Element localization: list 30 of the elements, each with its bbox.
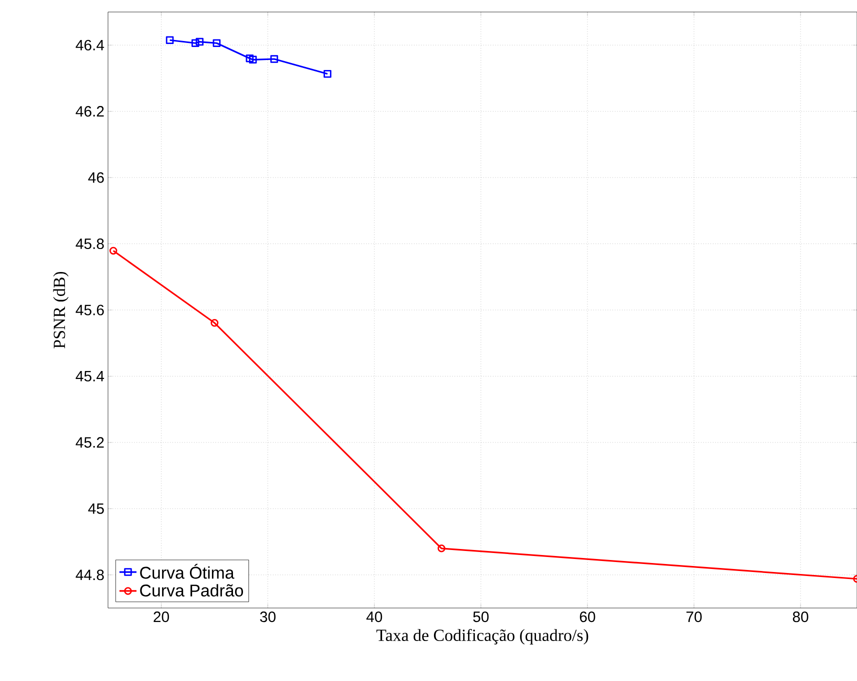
y-tick-label: 45.2 [76, 437, 104, 448]
x-tick-label: 80 [792, 612, 808, 622]
point [196, 38, 204, 46]
point [270, 55, 278, 63]
legend-label: Curva Padrão [140, 584, 244, 597]
point [212, 39, 221, 48]
y-tick-label: 45.4 [76, 371, 104, 382]
x-tick-label: 40 [366, 612, 382, 622]
y-axis-title: PSNR (dB) [53, 272, 69, 348]
y-tick-label: 45.8 [76, 238, 104, 250]
x-tick-label: 30 [260, 612, 276, 622]
y-tick-label: 46 [88, 172, 104, 183]
point [210, 319, 218, 327]
x-tick-label: 50 [473, 612, 489, 622]
y-tick-label: 46.2 [76, 106, 104, 117]
point [438, 544, 446, 552]
x-tick-label: 60 [580, 612, 596, 622]
y-tick-label: 45.6 [76, 304, 104, 316]
point [246, 54, 254, 62]
y-tick-label: 44.8 [76, 570, 104, 580]
y-tick-label: 45 [88, 503, 104, 514]
x-tick-label: 20 [154, 612, 169, 622]
point [166, 36, 174, 44]
x-tick-label: 70 [686, 612, 702, 622]
x-axis-title: Taxa de Codificação (quadro/s) [376, 628, 588, 644]
y-tick-label: 46.4 [76, 40, 104, 50]
point [191, 39, 200, 48]
point [249, 56, 257, 64]
legend-label: Curva Ótima [140, 564, 234, 579]
point [324, 70, 332, 78]
